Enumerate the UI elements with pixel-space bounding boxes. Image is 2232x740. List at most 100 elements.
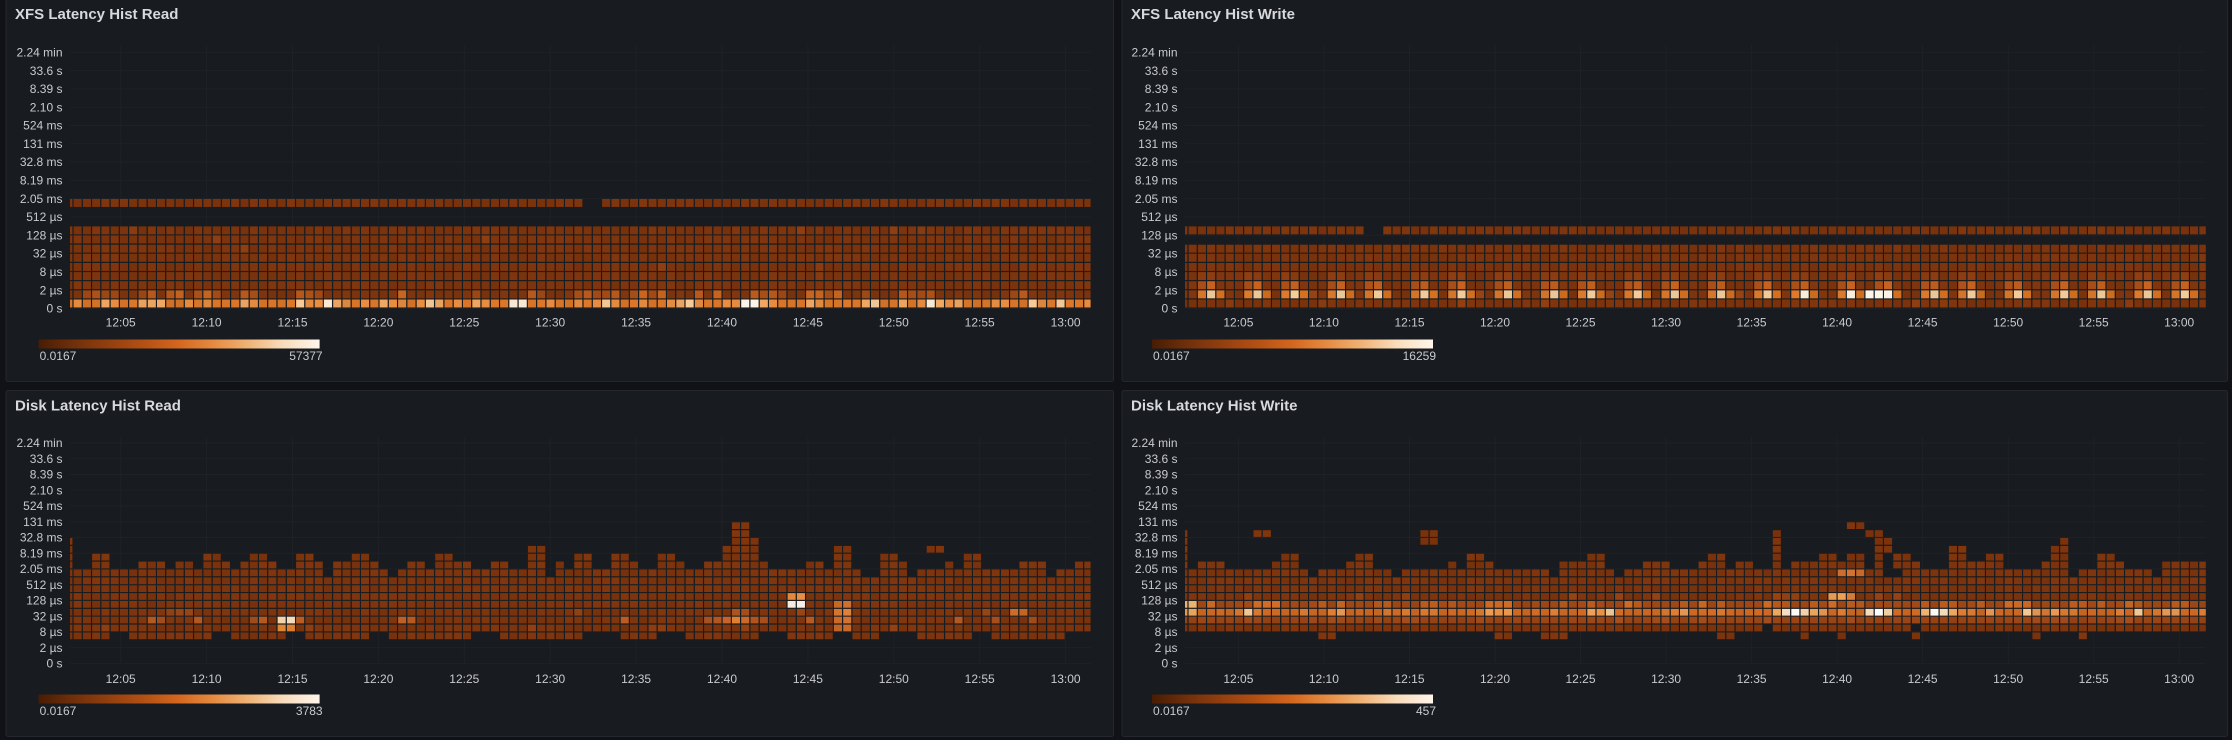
svg-text:12:35: 12:35 <box>621 672 651 686</box>
svg-text:13:00: 13:00 <box>1051 316 1081 330</box>
svg-text:57377: 57377 <box>289 349 323 363</box>
svg-text:33.6 s: 33.6 s <box>30 64 63 78</box>
svg-text:12:45: 12:45 <box>1908 316 1938 330</box>
svg-text:128 µs: 128 µs <box>26 594 62 608</box>
svg-text:12:50: 12:50 <box>1993 672 2023 686</box>
svg-text:8 µs: 8 µs <box>1155 265 1178 279</box>
svg-text:12:10: 12:10 <box>1309 672 1339 686</box>
svg-text:2.10 s: 2.10 s <box>30 483 63 497</box>
svg-text:12:35: 12:35 <box>621 316 651 330</box>
svg-text:12:15: 12:15 <box>277 316 307 330</box>
svg-text:128 µs: 128 µs <box>1141 228 1177 242</box>
svg-text:12:55: 12:55 <box>2079 316 2109 330</box>
svg-text:12:35: 12:35 <box>1737 672 1767 686</box>
svg-text:12:20: 12:20 <box>363 316 393 330</box>
svg-text:8 µs: 8 µs <box>40 265 63 279</box>
svg-text:8.19 ms: 8.19 ms <box>1135 174 1178 188</box>
svg-text:12:55: 12:55 <box>2079 672 2109 686</box>
svg-text:32.8 ms: 32.8 ms <box>1135 531 1178 545</box>
svg-text:512 µs: 512 µs <box>26 210 62 224</box>
svg-text:2.24 min: 2.24 min <box>1131 436 1177 450</box>
svg-text:0.0167: 0.0167 <box>1153 349 1190 363</box>
svg-text:XFS Latency Hist Write: XFS Latency Hist Write <box>1131 6 1295 23</box>
svg-text:524 ms: 524 ms <box>23 119 62 133</box>
svg-text:32.8 ms: 32.8 ms <box>1135 155 1178 169</box>
svg-text:12:05: 12:05 <box>1223 316 1253 330</box>
svg-text:8.39 s: 8.39 s <box>30 468 63 482</box>
svg-text:12:40: 12:40 <box>1822 316 1852 330</box>
svg-text:0 s: 0 s <box>46 657 62 671</box>
svg-text:0.0167: 0.0167 <box>40 349 77 363</box>
svg-text:128 µs: 128 µs <box>26 228 62 242</box>
svg-text:12:50: 12:50 <box>879 316 909 330</box>
svg-text:12:25: 12:25 <box>1565 316 1595 330</box>
svg-text:8.19 ms: 8.19 ms <box>20 546 63 560</box>
svg-text:131 ms: 131 ms <box>23 515 62 529</box>
svg-text:12:20: 12:20 <box>1480 672 1510 686</box>
svg-text:12:05: 12:05 <box>106 316 136 330</box>
svg-text:12:10: 12:10 <box>192 316 222 330</box>
svg-text:2 µs: 2 µs <box>1155 283 1178 297</box>
svg-text:512 µs: 512 µs <box>1141 210 1177 224</box>
svg-text:524 ms: 524 ms <box>1138 499 1177 513</box>
svg-text:33.6 s: 33.6 s <box>1145 64 1178 78</box>
svg-text:131 ms: 131 ms <box>1138 137 1177 151</box>
svg-text:512 µs: 512 µs <box>26 578 62 592</box>
svg-text:512 µs: 512 µs <box>1141 578 1177 592</box>
svg-text:12:45: 12:45 <box>793 672 823 686</box>
svg-text:8.19 ms: 8.19 ms <box>20 174 63 188</box>
svg-text:12:25: 12:25 <box>449 316 479 330</box>
svg-text:8 µs: 8 µs <box>40 625 63 639</box>
svg-text:12:10: 12:10 <box>1309 316 1339 330</box>
svg-text:12:30: 12:30 <box>535 672 565 686</box>
svg-text:2.24 min: 2.24 min <box>1131 46 1177 60</box>
svg-text:12:40: 12:40 <box>707 316 737 330</box>
svg-text:32 µs: 32 µs <box>1148 247 1178 261</box>
svg-text:12:55: 12:55 <box>965 316 995 330</box>
svg-text:12:40: 12:40 <box>1822 672 1852 686</box>
svg-text:12:20: 12:20 <box>1480 316 1510 330</box>
svg-text:3783: 3783 <box>296 704 323 718</box>
svg-text:8.39 s: 8.39 s <box>1145 468 1178 482</box>
svg-text:12:55: 12:55 <box>965 672 995 686</box>
svg-text:13:00: 13:00 <box>2164 672 2194 686</box>
svg-text:2.05 ms: 2.05 ms <box>1135 562 1178 576</box>
svg-text:12:30: 12:30 <box>1651 672 1681 686</box>
svg-text:32.8 ms: 32.8 ms <box>20 531 63 545</box>
svg-text:12:10: 12:10 <box>192 672 222 686</box>
svg-text:2 µs: 2 µs <box>40 641 63 655</box>
svg-text:131 ms: 131 ms <box>23 137 62 151</box>
svg-text:12:45: 12:45 <box>793 316 823 330</box>
svg-text:2.10 s: 2.10 s <box>30 100 63 114</box>
svg-text:32 µs: 32 µs <box>33 247 63 261</box>
svg-text:12:35: 12:35 <box>1737 316 1767 330</box>
svg-text:8.19 ms: 8.19 ms <box>1135 546 1178 560</box>
svg-text:12:25: 12:25 <box>449 672 479 686</box>
svg-text:13:00: 13:00 <box>2164 316 2194 330</box>
svg-text:0.0167: 0.0167 <box>1153 704 1190 718</box>
svg-text:131 ms: 131 ms <box>1138 515 1177 529</box>
svg-text:12:15: 12:15 <box>1394 316 1424 330</box>
svg-text:2.05 ms: 2.05 ms <box>1135 192 1178 206</box>
svg-text:32 µs: 32 µs <box>33 609 63 623</box>
svg-text:0 s: 0 s <box>1161 657 1177 671</box>
svg-text:12:05: 12:05 <box>1223 672 1253 686</box>
svg-text:457: 457 <box>1416 704 1436 718</box>
svg-text:8 µs: 8 µs <box>1155 625 1178 639</box>
svg-text:33.6 s: 33.6 s <box>1145 452 1178 466</box>
svg-text:12:05: 12:05 <box>106 672 136 686</box>
svg-text:12:50: 12:50 <box>1993 316 2023 330</box>
svg-text:12:30: 12:30 <box>1651 316 1681 330</box>
svg-text:2.10 s: 2.10 s <box>1145 100 1178 114</box>
svg-text:13:00: 13:00 <box>1051 672 1081 686</box>
svg-text:33.6 s: 33.6 s <box>30 452 63 466</box>
svg-text:Disk Latency Hist Write: Disk Latency Hist Write <box>1131 398 1297 415</box>
svg-text:2 µs: 2 µs <box>40 283 63 297</box>
svg-text:12:45: 12:45 <box>1908 672 1938 686</box>
svg-text:32 µs: 32 µs <box>1148 609 1178 623</box>
svg-text:Disk Latency Hist Read: Disk Latency Hist Read <box>15 398 181 415</box>
svg-text:12:15: 12:15 <box>277 672 307 686</box>
svg-text:12:50: 12:50 <box>879 672 909 686</box>
svg-text:2.24 min: 2.24 min <box>16 46 62 60</box>
svg-text:8.39 s: 8.39 s <box>30 82 63 96</box>
